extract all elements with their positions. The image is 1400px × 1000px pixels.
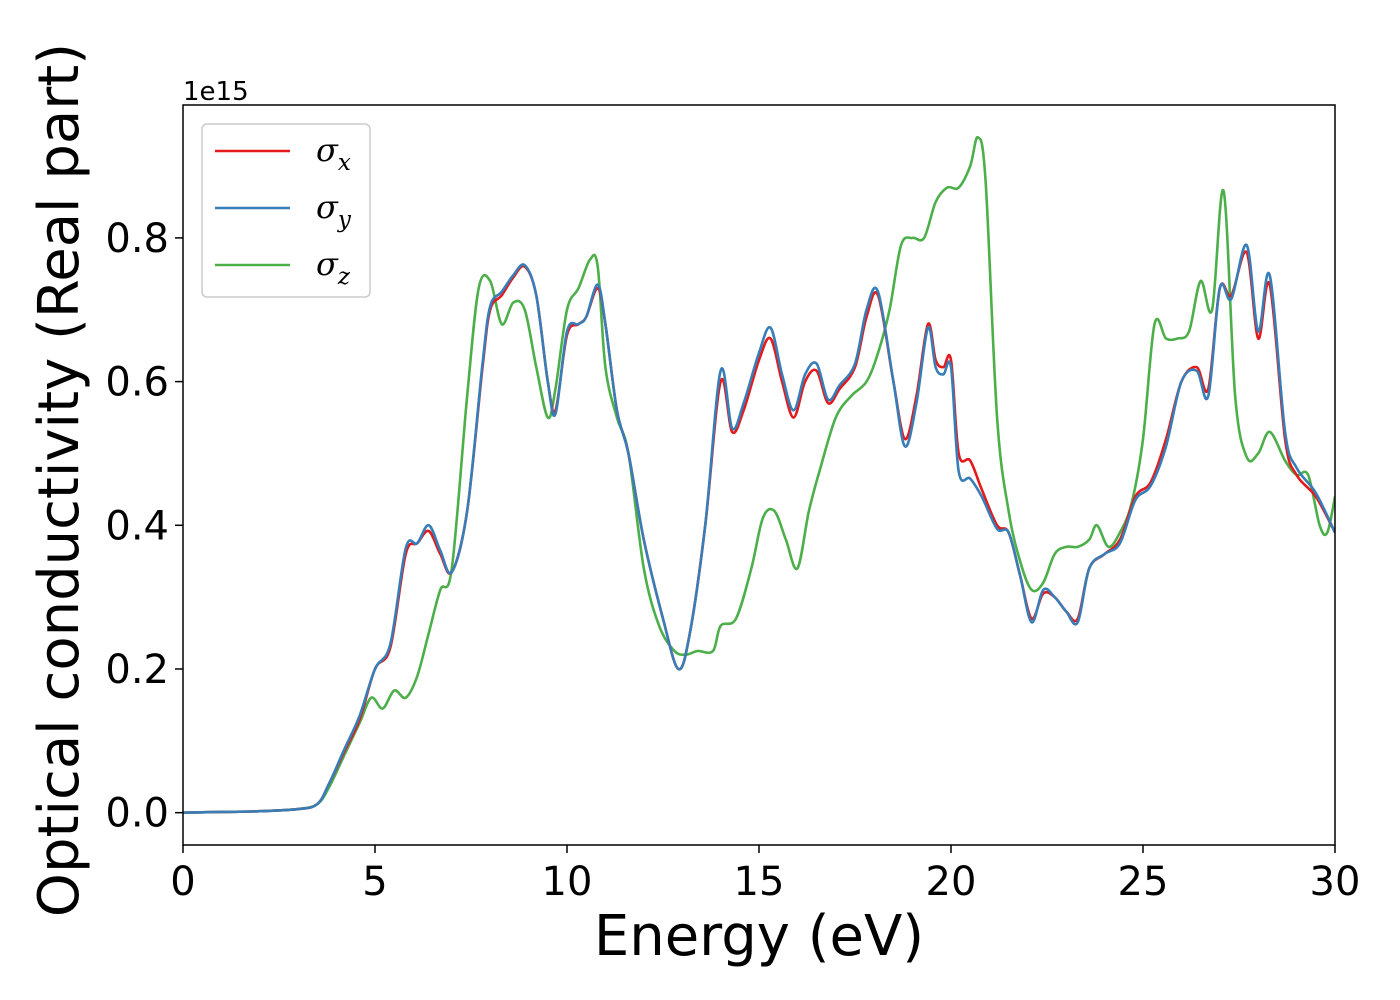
y-tick-label: 0.0 [105,791,169,837]
series-line-z [183,136,1335,814]
x-tick-label: 20 [926,859,977,905]
y-tick-label: 0.4 [105,503,169,549]
series-line-y [183,243,1335,814]
legend-label-z: σz [316,245,351,290]
legend-label-x: σx [316,131,351,176]
y-axis: 0.0 0.2 0.4 0.6 0.8 [105,216,183,837]
x-tick-label: 30 [1310,859,1361,905]
x-tick-label: 10 [542,859,593,905]
x-axis: 0 5 10 15 20 25 30 [170,845,1360,905]
plot-area [183,136,1335,814]
x-tick-label: 15 [734,859,785,905]
axes-frame [182,104,1336,846]
y-axis-title: Optical conductivity (Real part) [27,43,92,917]
y-tick-label: 0.8 [105,216,169,262]
legend-label-y: σy [316,188,352,233]
x-tick-label: 25 [1118,859,1169,905]
x-axis-title: Energy (eV) [594,904,924,969]
x-tick-label: 0 [170,859,195,905]
x-tick-label: 5 [362,859,387,905]
legend: σx σy σz [201,123,371,298]
y-tick-label: 0.6 [105,360,169,406]
legend-box [201,123,371,298]
y-tick-label: 0.2 [105,647,169,693]
y-offset-text: 1e15 [183,77,249,107]
